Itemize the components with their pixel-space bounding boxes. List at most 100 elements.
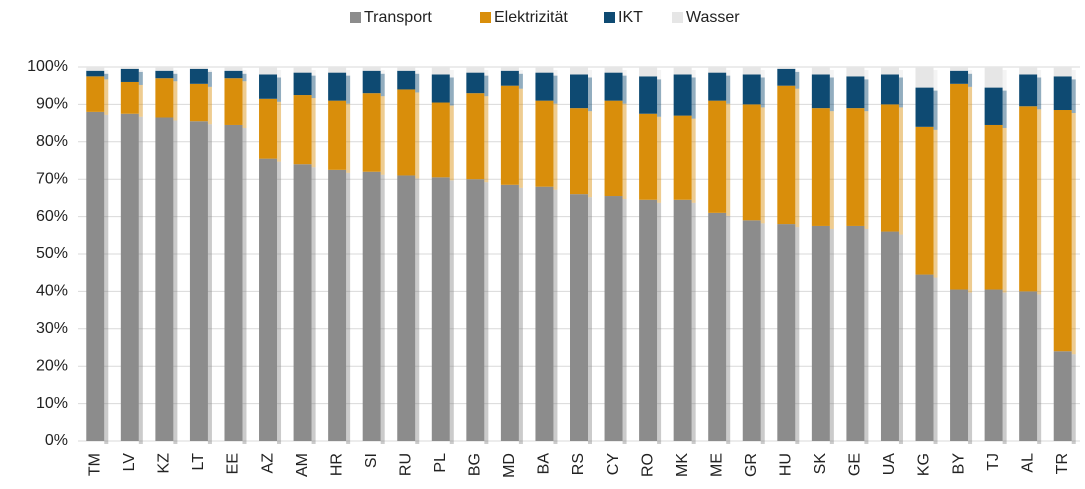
bar-segment — [846, 67, 865, 77]
bar-segment — [500, 67, 519, 71]
bar-shade — [449, 77, 454, 106]
y-tick-label: 50% — [36, 245, 68, 262]
x-tick-label: EE — [225, 453, 242, 474]
bar-shade — [104, 70, 109, 74]
bar-segment — [328, 169, 347, 441]
bar-shade — [691, 77, 696, 119]
bar-shade — [553, 75, 558, 104]
bar-shade — [553, 103, 558, 190]
bar-segment — [500, 70, 519, 86]
bar-segment — [950, 67, 969, 71]
bar-shade — [898, 107, 903, 235]
bar-shade — [207, 124, 212, 444]
x-tick-label: RU — [397, 453, 414, 476]
bar-shade — [795, 71, 800, 89]
bar-segment — [1019, 291, 1038, 441]
bar-segment — [570, 194, 588, 441]
bar-segment — [811, 108, 830, 226]
bar-shade — [829, 228, 834, 444]
bar-segment — [708, 67, 727, 73]
bar-segment — [1053, 76, 1072, 111]
bar-segment — [846, 108, 865, 226]
bar-shade — [588, 197, 592, 444]
bar-shade — [242, 73, 247, 82]
bar-segment — [604, 196, 623, 441]
bar-segment — [604, 100, 623, 197]
legend-swatch — [604, 12, 615, 23]
bar-shade — [1002, 70, 1007, 91]
x-tick-label: BY — [950, 453, 967, 475]
bar-segment — [673, 74, 692, 116]
bar-segment — [811, 74, 830, 109]
bar-shade — [346, 172, 351, 444]
bar-segment — [259, 158, 278, 441]
bar-shade — [898, 70, 903, 78]
bar-shade — [311, 167, 316, 445]
bar-segment — [880, 74, 899, 105]
bar-shade — [518, 88, 523, 188]
bar-segment — [1053, 351, 1072, 441]
bar-shade — [104, 114, 109, 444]
bar-segment — [846, 76, 865, 109]
bar-segment — [259, 74, 278, 99]
legend-label: Elektrizität — [494, 9, 568, 26]
x-tick-label: TR — [1054, 453, 1071, 474]
bar-segment — [120, 113, 139, 441]
bar-shade — [622, 75, 627, 104]
bar-shade — [277, 161, 282, 444]
bar-segment — [639, 199, 658, 441]
x-tick-label: TM — [86, 453, 103, 476]
x-tick-label: HR — [328, 453, 345, 476]
bar-shade — [691, 70, 696, 78]
bar-segment — [1019, 74, 1038, 107]
bar-shade — [795, 88, 800, 228]
bar-segment — [293, 164, 312, 442]
bar-segment — [155, 67, 174, 71]
bar-shade — [829, 70, 834, 78]
bar-segment — [742, 67, 761, 75]
bar-shade — [588, 77, 592, 112]
bar-shade — [1071, 79, 1076, 114]
bar-shade — [242, 81, 247, 128]
bar-segment — [155, 117, 174, 442]
bar-shade — [622, 199, 627, 444]
bar-shade — [346, 70, 351, 76]
bar-segment — [604, 67, 623, 73]
bar-shade — [484, 182, 489, 444]
bar-segment — [742, 220, 761, 441]
bar-shade — [207, 86, 212, 125]
x-tick-label: GE — [847, 453, 864, 476]
legend-swatch — [480, 12, 491, 23]
bar-shade — [1002, 127, 1007, 293]
bar-segment — [500, 85, 519, 185]
bar-shade — [311, 75, 316, 99]
bar-segment — [362, 171, 381, 441]
bar-segment — [86, 70, 105, 77]
bar-shade — [795, 227, 800, 444]
x-tick-label: HU — [778, 453, 795, 476]
x-tick-label: GR — [743, 453, 760, 477]
bar-segment — [742, 104, 761, 221]
bar-segment — [259, 67, 278, 75]
bar-shade — [657, 202, 662, 444]
bar-shade — [104, 79, 109, 115]
x-tick-label: RO — [639, 453, 656, 477]
bar-shade — [726, 215, 731, 444]
bar-segment — [950, 289, 969, 441]
x-tick-label: BA — [536, 453, 553, 475]
x-tick-label: UA — [881, 453, 898, 476]
bar-segment — [915, 87, 934, 127]
bar-segment — [673, 199, 692, 441]
bar-shade — [864, 70, 869, 80]
bar-shade — [277, 70, 282, 78]
bar-shade — [1071, 70, 1076, 80]
x-tick-label: AL — [1019, 453, 1036, 473]
bar-segment — [224, 124, 243, 441]
bar-segment — [535, 186, 554, 441]
bar-shade — [933, 70, 938, 91]
bar-segment — [328, 67, 347, 73]
bar-shade — [138, 71, 143, 85]
bar-shade — [484, 75, 489, 97]
bar-shade — [380, 174, 385, 444]
bar-segment — [259, 98, 278, 159]
